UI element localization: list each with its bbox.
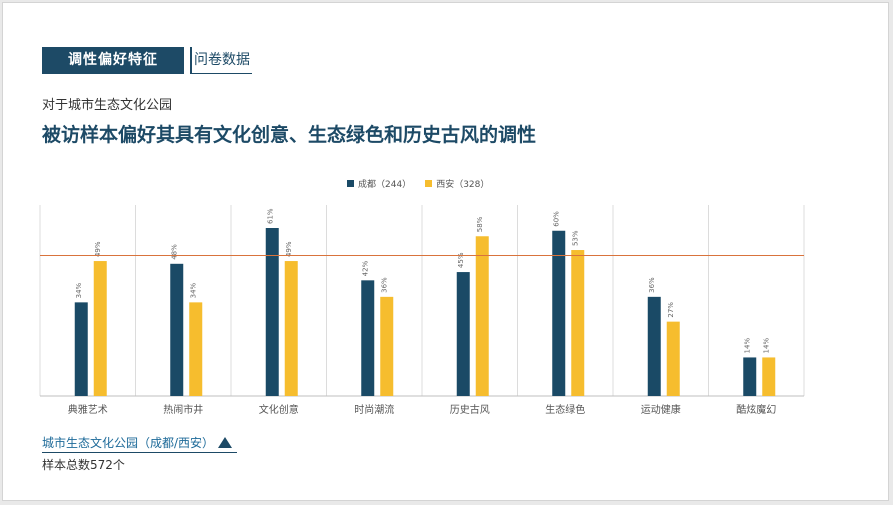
bar-series-b <box>380 296 394 396</box>
bar-series-a <box>647 296 661 396</box>
data-label: 48% <box>171 244 179 260</box>
subtitle: 对于城市生态文化公园 <box>42 98 173 113</box>
legend-item-series-a: 成都（244） <box>347 177 411 190</box>
data-label: 14% <box>763 338 771 354</box>
x-tick-label: 运动健康 <box>641 403 681 416</box>
footer-label-text: 城市生态文化公园（成都/西安） <box>42 436 215 450</box>
data-label: 45% <box>457 252 465 268</box>
sample-count: 样本总数572个 <box>42 458 125 472</box>
x-tick-label: 酷炫魔幻 <box>736 403 776 416</box>
bar-series-b <box>762 357 776 396</box>
legend-swatch-series-b <box>425 180 433 187</box>
data-label: 60% <box>553 211 561 227</box>
data-label: 27% <box>667 302 675 318</box>
data-label: 58% <box>476 216 484 232</box>
data-label: 34% <box>75 282 83 298</box>
bar-series-b <box>189 302 203 396</box>
x-tick-label: 历史古风 <box>450 403 490 416</box>
x-tick-label: 热闹市井 <box>163 403 203 416</box>
data-label: 36% <box>381 277 389 293</box>
bar-series-a <box>552 230 566 396</box>
bar-series-a <box>361 280 375 396</box>
data-label: 14% <box>744 338 752 354</box>
tab-secondary[interactable]: 问卷数据 <box>190 47 252 74</box>
data-label: 53% <box>572 230 580 246</box>
bar-series-a <box>743 357 757 396</box>
data-label: 36% <box>648 277 656 293</box>
x-tick-label: 典雅艺术 <box>68 403 108 416</box>
bar-series-a <box>170 263 184 396</box>
bar-series-b <box>666 321 680 396</box>
bar-series-a <box>74 302 88 396</box>
data-label: 61% <box>266 208 274 224</box>
data-label: 49% <box>94 241 102 257</box>
tab-primary[interactable]: 调性偏好特征 <box>42 47 184 74</box>
footer-underline <box>42 452 237 453</box>
footer-label: 城市生态文化公园（成都/西安） <box>42 434 233 451</box>
legend-item-series-b: 西安（328） <box>425 177 489 190</box>
data-label: 34% <box>190 282 198 298</box>
bar-series-b <box>93 261 107 396</box>
bar-series-b <box>571 250 585 396</box>
bar-series-a <box>456 272 470 396</box>
triangle-icon <box>218 437 233 448</box>
chart-legend: 成都（244） 西安（328） <box>347 177 489 190</box>
bar-series-b <box>475 236 489 396</box>
data-label: 49% <box>285 241 293 257</box>
bar-series-b <box>284 261 298 396</box>
legend-label-series-b: 西安（328） <box>436 180 490 190</box>
bar-series-a <box>265 228 279 396</box>
legend-swatch-series-a <box>347 180 354 187</box>
x-tick-label: 文化创意 <box>259 403 299 416</box>
page-title: 被访样本偏好其具有文化创意、生态绿色和历史古风的调性 <box>42 124 537 146</box>
data-label: 42% <box>362 260 370 276</box>
x-tick-label: 时尚潮流 <box>354 403 394 416</box>
legend-label-series-a: 成都（244） <box>358 180 412 190</box>
x-tick-label: 生态绿色 <box>545 403 585 416</box>
